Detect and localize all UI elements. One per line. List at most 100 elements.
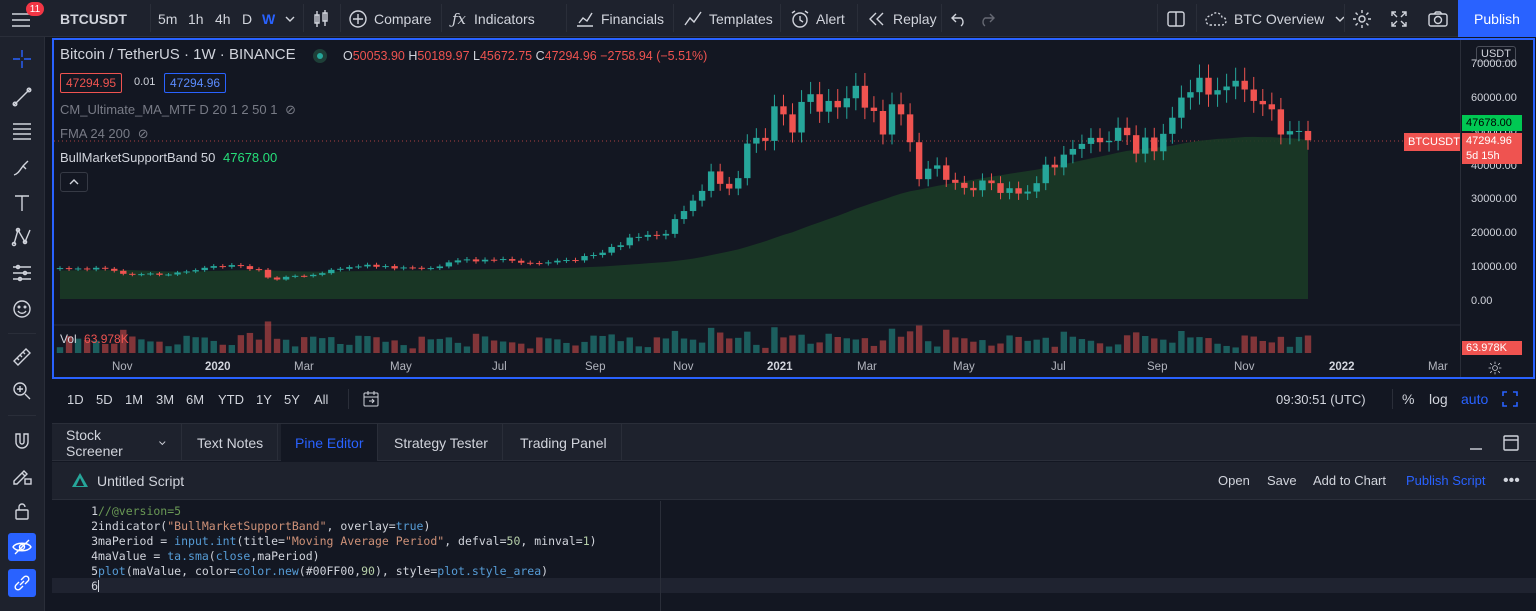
axis-settings-button[interactable]	[1487, 360, 1503, 377]
buy-button[interactable]: 47294.96	[164, 73, 227, 93]
code-line-4[interactable]: maValue = ta.sma(close,maPeriod)	[98, 549, 320, 563]
volume-bar	[563, 342, 570, 353]
candle-body	[536, 263, 543, 265]
code-line-2[interactable]: indicator("BullMarketSupportBand", overl…	[98, 519, 431, 533]
zoom-tool[interactable]	[8, 377, 36, 405]
replay-button[interactable]: Replay	[867, 0, 937, 37]
open-script-button[interactable]: Open	[1218, 473, 1250, 488]
price-axis[interactable]: USDT 70000.00 60000.00 50000.00 40000.00…	[1460, 40, 1533, 377]
range-5y[interactable]: 5Y	[284, 391, 300, 407]
interval-5m[interactable]: 5m	[158, 10, 178, 27]
volume-legend[interactable]: Vol 63.978K	[60, 332, 129, 346]
tab-strategy-tester[interactable]: Strategy Tester	[380, 424, 503, 461]
redo-button[interactable]	[978, 0, 996, 37]
layout-button[interactable]	[1166, 0, 1186, 37]
indicator-legend-bmsb[interactable]: BullMarketSupportBand 50 47678.00	[60, 150, 278, 165]
volume-bar	[346, 344, 353, 353]
maximize-panel-button[interactable]	[1502, 434, 1520, 455]
clock-display[interactable]: 09:30:51 (UTC)	[1276, 391, 1366, 407]
maximize-chart-button[interactable]	[1501, 380, 1519, 418]
snapshot-button[interactable]	[1427, 0, 1449, 37]
financials-button[interactable]: Financials	[575, 0, 664, 37]
interval-1h[interactable]: 1h	[188, 10, 204, 27]
fib-tool[interactable]	[8, 117, 36, 145]
candle-body	[1205, 77, 1212, 95]
chevron-down-icon	[285, 16, 295, 22]
publish-script-button[interactable]: Publish Script	[1406, 473, 1486, 488]
tab-text-notes[interactable]: Text Notes	[183, 424, 279, 461]
icons-tool[interactable]	[8, 295, 36, 323]
interval-w[interactable]: W	[262, 10, 276, 27]
drawing-toolbar	[0, 37, 45, 611]
tab-stock-screener[interactable]: Stock Screener	[52, 424, 182, 461]
range-1y[interactable]: 1Y	[256, 391, 272, 407]
range-all[interactable]: All	[314, 391, 329, 407]
range-ytd[interactable]: YTD	[218, 391, 244, 407]
layout-name-button[interactable]: BTC Overview	[1204, 0, 1346, 37]
stay-drawing-tool[interactable]	[8, 461, 36, 489]
price-chart[interactable]	[54, 40, 1464, 379]
volume-bar	[409, 348, 416, 353]
brush-tool[interactable]	[8, 153, 36, 181]
volume-bar	[1160, 339, 1167, 353]
chart-pane[interactable]: Bitcoin / TetherUS · 1W · BINANCE O50053…	[52, 38, 1535, 379]
volume-bar	[1096, 343, 1104, 353]
trendline-tool[interactable]	[8, 83, 36, 111]
save-script-button[interactable]: Save	[1267, 473, 1297, 488]
symbol-title[interactable]: Bitcoin / TetherUS · 1W · BINANCE	[60, 46, 296, 63]
crosshair-tool[interactable]	[8, 45, 36, 73]
interval-d[interactable]: D	[242, 10, 253, 27]
ruler-tool[interactable]	[8, 343, 36, 371]
interval-dropdown[interactable]	[284, 0, 296, 37]
alert-button[interactable]: Alert	[790, 0, 845, 37]
hide-drawings-tool[interactable]	[8, 533, 36, 561]
goto-date-button[interactable]	[362, 380, 380, 418]
candle-body	[237, 265, 245, 267]
undo-button[interactable]	[950, 0, 968, 37]
sell-button[interactable]: 47294.95	[60, 73, 123, 93]
text-tool[interactable]	[8, 189, 36, 217]
compare-button[interactable]: Compare	[348, 0, 432, 37]
candle-body	[934, 165, 941, 169]
range-1d[interactable]: 1D	[67, 391, 84, 407]
interval-4h[interactable]: 4h	[215, 10, 231, 27]
publish-button[interactable]: Publish	[1458, 0, 1536, 37]
settings-button[interactable]	[1352, 0, 1372, 37]
range-6m[interactable]: 6M	[186, 391, 205, 407]
log-toggle[interactable]: log	[1429, 391, 1448, 407]
eye-crossed-icon[interactable]: ⊘	[285, 102, 296, 117]
more-options-icon[interactable]: •••	[1503, 471, 1520, 489]
eye-crossed-icon[interactable]: ⊘	[137, 126, 149, 141]
fullscreen-button[interactable]	[1390, 0, 1408, 37]
symbol-search[interactable]: BTCUSDT	[60, 10, 127, 27]
code-line-3[interactable]: maPeriod = input.int(title="Moving Avera…	[98, 534, 597, 548]
add-to-chart-button[interactable]: Add to Chart	[1313, 473, 1386, 488]
chart-type-button[interactable]	[312, 0, 330, 37]
templates-button[interactable]: Templates	[683, 0, 773, 37]
auto-toggle[interactable]: auto	[1461, 391, 1489, 407]
indicator-legend-fma[interactable]: FMA 24 200 ⊘	[60, 126, 149, 141]
indicators-button[interactable]: ƒx Indicators	[452, 9, 535, 28]
tab-trading-panel[interactable]: Trading Panel	[506, 424, 622, 461]
pattern-tool[interactable]	[8, 223, 36, 251]
range-5d[interactable]: 5D	[96, 391, 113, 407]
minimize-panel-button[interactable]	[1468, 436, 1484, 455]
range-1m[interactable]: 1M	[125, 391, 144, 407]
lock-tool[interactable]	[8, 497, 36, 525]
volume-bar	[662, 338, 670, 353]
sync-drawings-tool[interactable]	[8, 569, 36, 597]
tab-pine-editor[interactable]: Pine Editor	[281, 424, 379, 461]
script-name[interactable]: Untitled Script	[97, 472, 185, 489]
code-editor[interactable]: 1 2 3 4 5 6 //@version=5 indicator("Bull…	[52, 501, 1536, 611]
currency-button[interactable]: USDT	[1476, 46, 1516, 62]
range-3m[interactable]: 3M	[156, 391, 175, 407]
percent-toggle[interactable]: %	[1402, 391, 1415, 407]
indicator-legend-cm-ma[interactable]: CM_Ultimate_MA_MTF D 20 1 2 50 1 ⊘	[60, 102, 296, 117]
code-line-1[interactable]: //@version=5	[98, 504, 182, 518]
code-line-5[interactable]: plot(maValue, color=color.new(#00FF00,90…	[98, 564, 549, 578]
volume-bar	[102, 344, 109, 353]
prediction-tool[interactable]	[8, 259, 36, 287]
collapse-legend-button[interactable]	[60, 172, 88, 192]
market-status-icon[interactable]	[313, 49, 327, 63]
magnet-tool[interactable]	[8, 427, 36, 455]
